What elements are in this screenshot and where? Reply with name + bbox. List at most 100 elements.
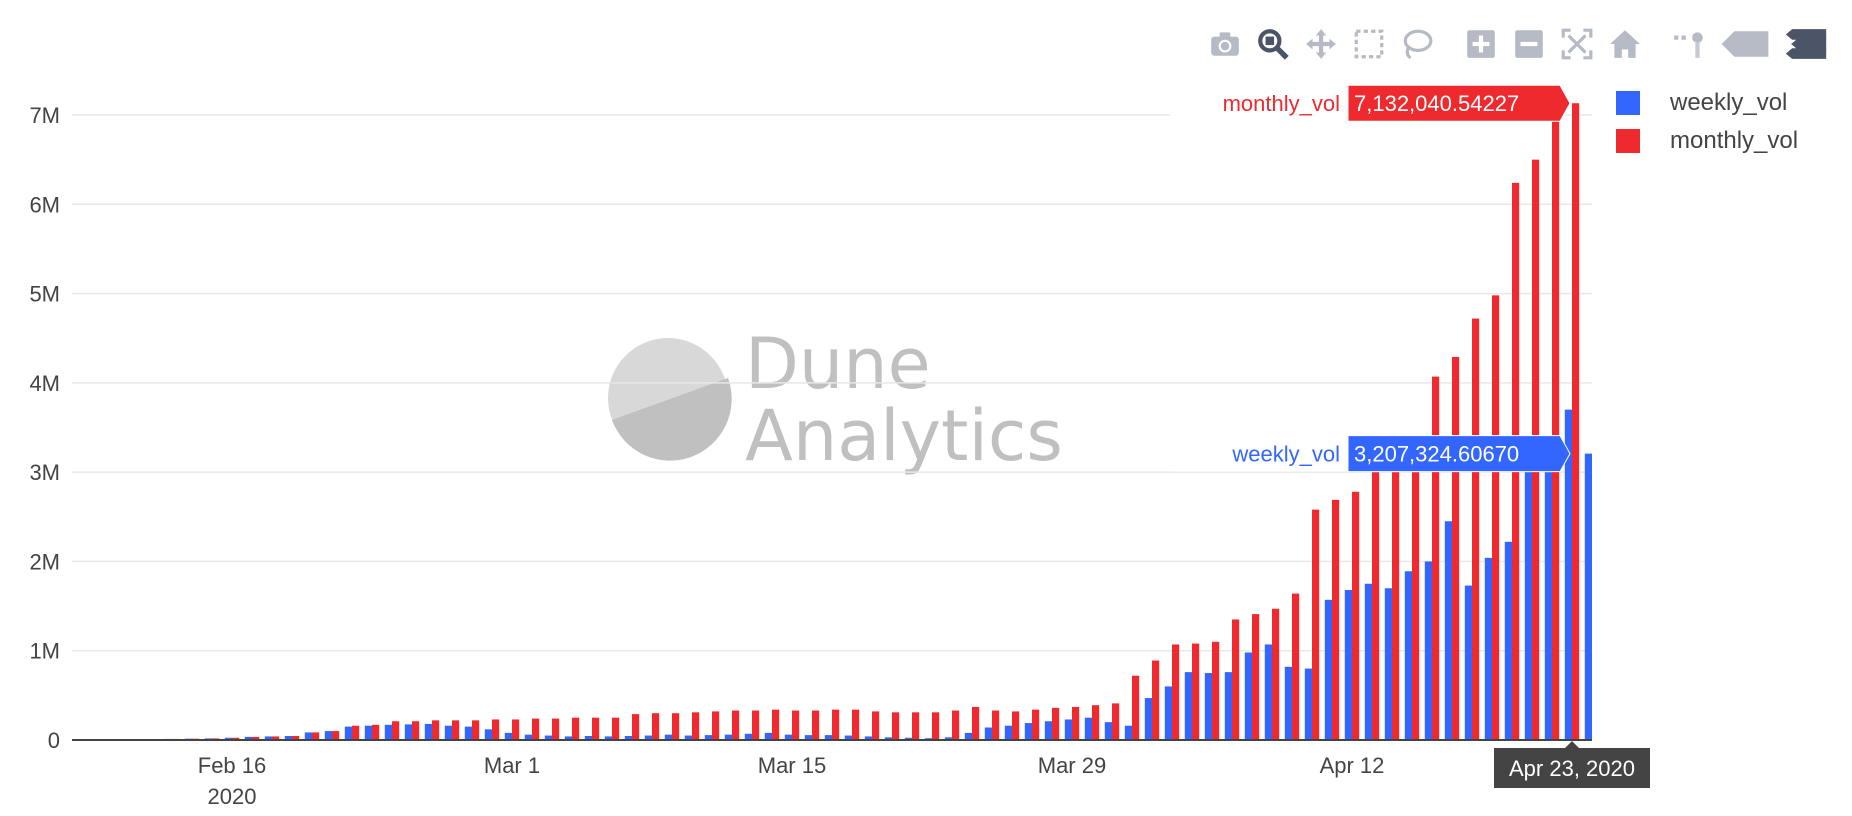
hover-series-name: monthly_vol	[1223, 91, 1340, 116]
bar-monthly_vol	[1552, 115, 1560, 740]
hover-labels: 7,132,040.54227 monthly_vol 3,207,324.6067…	[1170, 84, 1650, 788]
bar-weekly_vol	[264, 736, 272, 740]
legend-item-monthly-vol[interactable]: monthly_vol	[1616, 122, 1798, 160]
bar-weekly_vol	[724, 734, 732, 740]
hover-value-box	[1347, 84, 1571, 122]
bar-weekly_vol	[384, 724, 392, 740]
bar-weekly_vol	[964, 732, 972, 740]
hover-compare-icon[interactable]	[1781, 24, 1831, 64]
legend-label: weekly_vol	[1670, 89, 1788, 116]
bar-monthly_vol	[1172, 644, 1180, 740]
autoscale-icon[interactable]	[1557, 24, 1597, 64]
bar-weekly_vol	[1564, 409, 1572, 740]
bar-weekly_vol	[424, 723, 432, 740]
hover-label-weekly_vol: 3,207,324.60670 weekly_vol	[1170, 435, 1571, 473]
bar-monthly_vol	[1072, 706, 1080, 740]
zoom-in-icon[interactable]	[1461, 24, 1501, 64]
bar-weekly_vol	[1544, 472, 1552, 740]
pan-icon[interactable]	[1301, 24, 1341, 64]
lasso-select-icon[interactable]	[1397, 24, 1437, 64]
bar-weekly_vol	[1284, 666, 1292, 740]
bar-monthly_vol	[792, 710, 800, 740]
bar-weekly_vol	[1264, 644, 1272, 740]
bar-monthly_vol	[592, 717, 600, 740]
bar-monthly_vol	[692, 712, 700, 740]
watermark-word-2: Analytics	[745, 395, 1063, 477]
legend-item-weekly-vol[interactable]: weekly_vol	[1616, 84, 1798, 122]
bar-weekly_vol	[1224, 672, 1232, 740]
bar-weekly_vol	[1004, 725, 1012, 740]
bar-weekly_vol	[704, 735, 712, 740]
bar-weekly_vol	[1024, 723, 1032, 740]
bar-monthly_vol	[432, 720, 440, 740]
y-tick-label: 0	[48, 728, 60, 753]
modebar	[1205, 22, 1839, 66]
bar-monthly_vol	[1252, 614, 1260, 740]
grid-lines	[72, 114, 1592, 652]
bar-monthly_vol	[1232, 619, 1240, 740]
spike-lines-icon[interactable]	[1669, 24, 1709, 64]
bar-weekly_vol	[904, 737, 912, 740]
zoom-out-icon[interactable]	[1509, 24, 1549, 64]
bar-monthly_vol	[1492, 295, 1500, 740]
bar-monthly_vol	[1052, 707, 1060, 740]
bar-monthly_vol	[1152, 660, 1160, 740]
bar-weekly_vol	[584, 735, 592, 740]
bar-weekly_vol	[624, 735, 632, 740]
hover-label-monthly_vol: 7,132,040.54227 monthly_vol	[1170, 84, 1571, 122]
bar-weekly_vol	[1064, 719, 1072, 740]
bar-monthly_vol	[612, 717, 620, 740]
y-tick-label: 6M	[29, 192, 60, 217]
bar-weekly_vol	[824, 735, 832, 740]
legend-swatch	[1616, 91, 1640, 115]
bar-monthly_vol	[1472, 318, 1480, 740]
bar-monthly_vol	[872, 711, 880, 740]
bar-monthly_vol	[832, 709, 840, 740]
bar-weekly_vol	[784, 734, 792, 740]
y-axis: 0 1M 2M 3M 4M 5M 6M 7M	[29, 103, 60, 753]
x-tick-label: Mar 1	[484, 753, 540, 778]
bar-monthly_vol	[492, 719, 500, 740]
home-icon[interactable]	[1605, 24, 1645, 64]
bar-weekly_vol	[524, 734, 532, 740]
bar-monthly_vol	[1312, 509, 1320, 740]
bar-weekly_vol	[444, 725, 452, 740]
bar-weekly_vol	[1504, 541, 1512, 740]
camera-icon[interactable]	[1205, 24, 1245, 64]
dune-analytics-watermark: Dune Analytics	[608, 323, 1063, 477]
bar-weekly_vol	[1164, 686, 1172, 740]
x-tick-label: Feb 16	[198, 753, 267, 778]
y-tick-label: 4M	[29, 371, 60, 396]
legend-label: monthly_vol	[1670, 127, 1799, 154]
bar-weekly_vol	[1124, 725, 1132, 740]
bar-monthly_vol	[1192, 643, 1200, 740]
box-select-icon[interactable]	[1349, 24, 1389, 64]
bar-monthly_vol	[1012, 711, 1020, 740]
bar-monthly_vol	[1432, 376, 1440, 740]
zoom-icon[interactable]	[1253, 24, 1293, 64]
bar-monthly_vol	[292, 735, 300, 740]
bar-monthly_vol	[1412, 472, 1420, 740]
bar-weekly_vol	[1484, 557, 1492, 740]
hover-series-name: weekly_vol	[1231, 442, 1340, 467]
bar-weekly_vol	[1444, 521, 1452, 740]
hover-date-text: Apr 23, 2020	[1509, 756, 1635, 781]
bar-monthly_vol	[712, 711, 720, 740]
bar-weekly_vol	[1204, 673, 1212, 740]
hover-date-label: Apr 23, 2020	[1494, 741, 1650, 788]
x-axis: Feb 16 2020 Mar 1 Mar 15 Mar 29 Apr 12	[198, 753, 1385, 809]
hover-value-text: 7,132,040.54227	[1354, 91, 1519, 116]
bar-weekly_vol	[944, 737, 952, 740]
x-tick-label: Mar 29	[1038, 753, 1106, 778]
bar-weekly_vol	[484, 729, 492, 740]
bar-monthly_vol	[252, 736, 260, 741]
bar-monthly_vol	[1212, 641, 1220, 740]
bar-weekly_vol	[224, 737, 232, 740]
bar-monthly_vol	[952, 710, 960, 740]
bar-weekly_vol	[1344, 590, 1352, 740]
bar-weekly_vol	[404, 724, 412, 741]
bar-weekly_vol	[844, 735, 852, 740]
hover-closest-icon[interactable]	[1717, 24, 1773, 64]
bar-monthly_vol	[892, 712, 900, 740]
